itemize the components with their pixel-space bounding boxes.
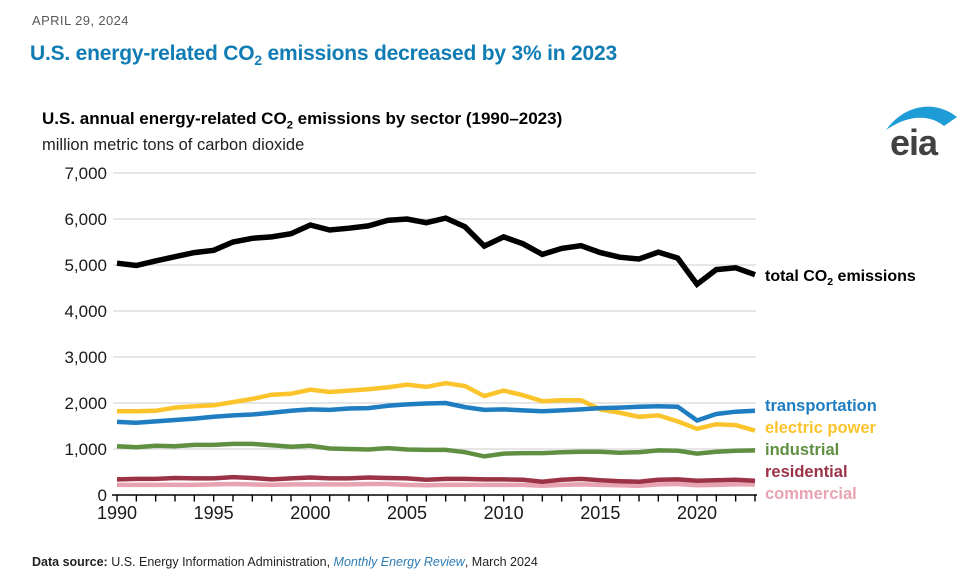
svg-text:1,000: 1,000 [64, 440, 107, 459]
svg-text:1990: 1990 [97, 503, 137, 523]
svg-text:4,000: 4,000 [64, 302, 107, 321]
page-title: U.S. energy-related CO2 emissions decrea… [30, 42, 617, 69]
legend-total-co2-emissions: total CO2 emissions [765, 267, 916, 289]
data-source-text: U.S. Energy Information Administration, [111, 555, 334, 569]
page-title-text-suffix: emissions decreased by 3% in 2023 [261, 42, 617, 65]
legend-residential: residential [765, 463, 848, 481]
svg-text:3,000: 3,000 [64, 348, 107, 367]
svg-text:2010: 2010 [484, 503, 524, 523]
svg-text:2005: 2005 [387, 503, 427, 523]
svg-text:6,000: 6,000 [64, 210, 107, 229]
legend-total-subscript: 2 [827, 276, 834, 289]
legend-total-text-suffix: emissions [833, 268, 916, 285]
page-title-text: U.S. energy-related CO [30, 42, 255, 65]
svg-text:0: 0 [98, 486, 107, 505]
svg-text:2015: 2015 [580, 503, 620, 523]
svg-text:2000: 2000 [290, 503, 330, 523]
chart-title-text: U.S. annual energy-related CO [42, 109, 287, 128]
eia-logo: eia [884, 98, 960, 163]
svg-text:7,000: 7,000 [64, 164, 107, 183]
legend-total-text: total CO [765, 268, 828, 285]
legend-commercial: commercial [765, 485, 857, 503]
data-source-suffix: , March 2024 [464, 555, 538, 569]
chart-title-subscript: 2 [286, 119, 293, 132]
svg-text:2020: 2020 [677, 503, 717, 523]
legend-industrial: industrial [765, 441, 840, 459]
eia-swoosh-icon [886, 106, 957, 130]
legend-electric-power: electric power [765, 419, 876, 437]
emissions-line-chart: 0 1,000 2,000 3,000 4,000 5,000 6,000 7,000 1990… [64, 164, 757, 523]
article-date: APRIL 29, 2024 [32, 13, 129, 28]
eia-logo-text: eia [890, 122, 939, 162]
svg-text:5,000: 5,000 [64, 256, 107, 275]
svg-text:1995: 1995 [194, 503, 234, 523]
page-title-subscript: 2 [254, 52, 262, 69]
svg-text:2,000: 2,000 [64, 394, 107, 413]
monthly-energy-review-link[interactable]: Monthly Energy Review [333, 555, 465, 569]
chart-units-label: million metric tons of carbon dioxide [42, 136, 305, 154]
legend-transportation: transportation [765, 397, 877, 415]
data-source-label: Data source: [32, 555, 112, 569]
chart-title: U.S. annual energy-related CO2 emissions… [42, 109, 563, 132]
chart-title-text-suffix: emissions by sector (1990–2023) [292, 109, 563, 128]
eia-logo-graphic: eia [886, 106, 957, 163]
data-source: Data source: U.S. Energy Information Adm… [32, 555, 538, 569]
